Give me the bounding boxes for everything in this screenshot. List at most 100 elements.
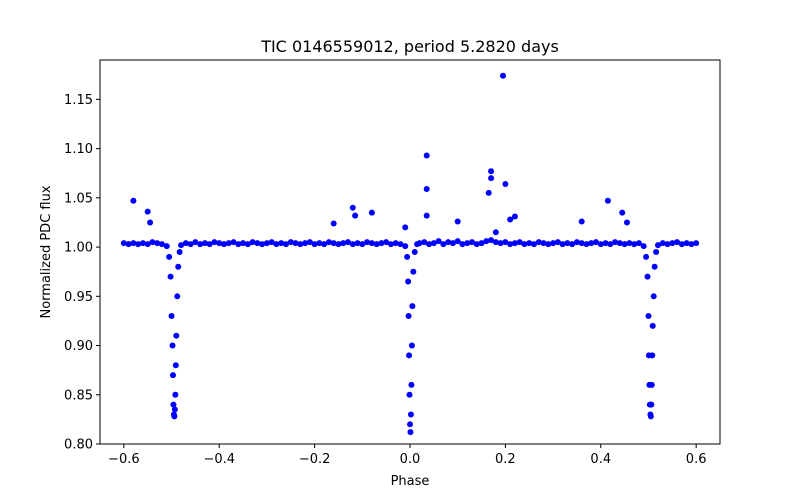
data-point <box>359 241 366 248</box>
data-point <box>683 240 690 247</box>
data-point <box>330 240 337 247</box>
data-point <box>368 240 375 247</box>
data-point <box>325 239 332 246</box>
data-point <box>492 229 499 236</box>
data-point <box>278 240 285 247</box>
data-point <box>302 240 309 247</box>
data-point <box>225 240 232 247</box>
data-point <box>411 249 418 255</box>
data-point <box>648 401 655 408</box>
data-point <box>170 401 177 408</box>
data-point <box>664 241 671 248</box>
data-point <box>175 263 182 270</box>
data-point <box>588 240 595 247</box>
data-point <box>526 240 533 247</box>
data-point <box>407 411 414 418</box>
data-point <box>147 219 154 226</box>
data-point <box>407 421 413 428</box>
data-point <box>648 381 655 388</box>
data-point <box>240 240 247 247</box>
data-point <box>511 240 518 247</box>
data-point <box>583 241 590 248</box>
data-point <box>268 239 275 246</box>
data-point <box>249 239 256 246</box>
data-point <box>159 241 165 248</box>
data-point <box>604 197 611 204</box>
data-point <box>259 241 266 248</box>
data-point <box>211 239 218 246</box>
data-point <box>640 243 647 250</box>
y-tick-label: 1.10 <box>64 142 93 157</box>
x-tick-label: −0.2 <box>299 452 331 467</box>
data-point <box>178 242 185 249</box>
data-point <box>643 253 650 260</box>
data-point <box>507 216 514 223</box>
data-point <box>485 189 492 196</box>
data-point <box>483 238 490 245</box>
data-point <box>454 238 461 245</box>
data-point <box>273 241 280 248</box>
data-point <box>166 253 173 260</box>
data-point <box>445 239 452 246</box>
data-point <box>392 240 399 247</box>
data-point <box>416 240 423 247</box>
data-point <box>578 240 585 247</box>
data-point <box>172 391 179 398</box>
x-axis-label: Phase <box>391 474 430 489</box>
data-point <box>597 241 604 248</box>
data-point <box>631 241 638 248</box>
y-tick-label: 0.85 <box>64 388 93 403</box>
data-point <box>408 342 415 349</box>
data-point <box>402 243 409 250</box>
data-point <box>408 381 415 388</box>
data-point <box>149 239 156 246</box>
data-point <box>244 241 251 248</box>
data-point <box>335 241 342 248</box>
data-point <box>488 175 495 182</box>
data-point <box>693 240 700 247</box>
data-point <box>635 240 642 247</box>
data-point <box>421 239 428 246</box>
data-point <box>449 240 456 247</box>
data-point <box>135 241 142 248</box>
x-tick-label: 0.2 <box>495 452 516 467</box>
data-point <box>464 240 471 247</box>
x-tick-label: −0.4 <box>203 452 235 467</box>
data-point <box>554 239 561 246</box>
data-point <box>163 243 170 250</box>
data-point <box>500 72 506 79</box>
data-point <box>473 241 480 248</box>
data-point <box>430 240 437 247</box>
data-point <box>144 208 151 215</box>
data-point <box>373 241 380 248</box>
data-point <box>435 238 442 245</box>
data-point <box>297 241 304 248</box>
y-tick-label: 0.80 <box>64 438 93 453</box>
data-point <box>405 278 412 285</box>
data-point <box>387 241 394 248</box>
data-point <box>624 219 630 226</box>
data-point <box>650 293 657 300</box>
data-point <box>206 241 213 248</box>
data-point <box>502 181 509 188</box>
data-point <box>488 237 495 244</box>
data-point <box>397 241 404 248</box>
data-point <box>172 362 179 369</box>
data-point <box>292 240 299 247</box>
data-point <box>616 240 623 247</box>
data-point <box>653 249 660 255</box>
data-point <box>550 240 557 247</box>
data-point <box>169 372 176 379</box>
data-point <box>221 241 227 248</box>
data-point <box>559 241 566 248</box>
data-point <box>406 391 413 398</box>
data-point <box>540 240 547 247</box>
data-point <box>173 332 180 339</box>
data-point <box>649 352 656 359</box>
data-point <box>410 268 417 275</box>
data-point <box>182 240 189 247</box>
data-point <box>407 429 414 436</box>
data-point <box>511 213 518 220</box>
x-tick-label: 0.4 <box>590 452 611 467</box>
data-point <box>469 239 475 246</box>
